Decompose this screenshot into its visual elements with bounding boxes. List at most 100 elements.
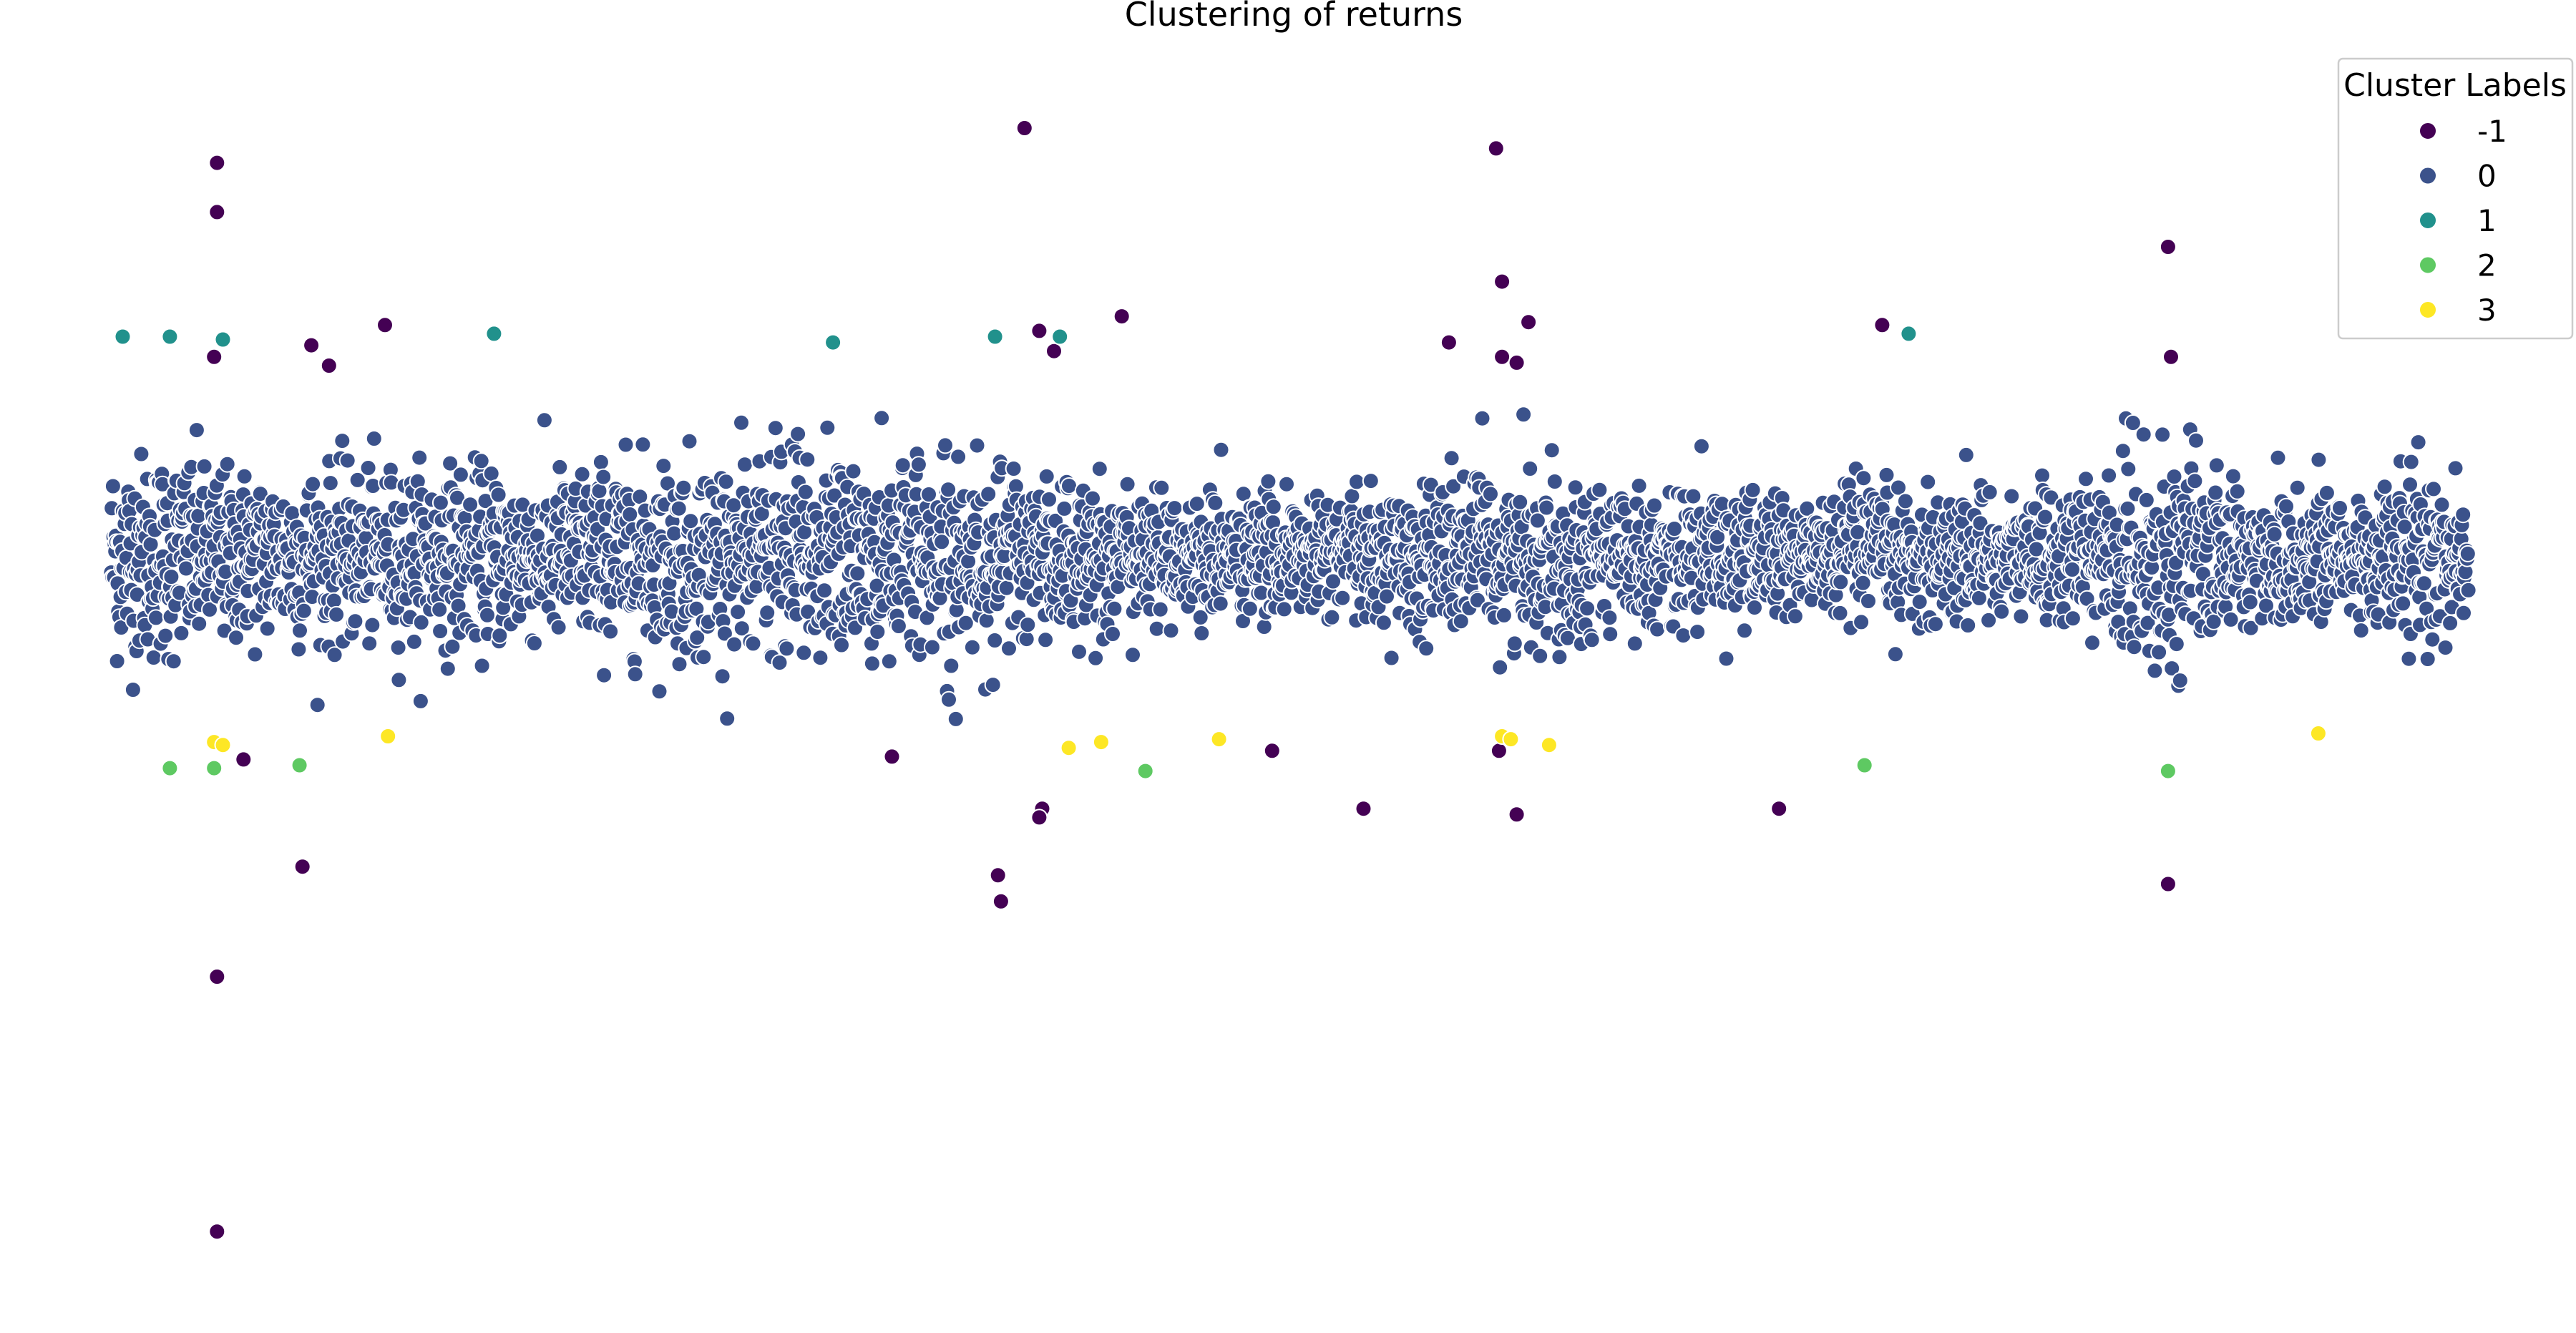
cluster-0-point: [2241, 593, 2259, 611]
cluster-1-point: [114, 328, 132, 346]
cluster-0-point: [1482, 485, 1499, 503]
cluster-0-point: [1919, 473, 1937, 491]
cluster-0-point: [799, 451, 816, 469]
cluster-0-point: [1506, 635, 1523, 653]
chart-title: Clustering of returns: [1125, 0, 1463, 34]
cluster-0-point: [479, 606, 496, 624]
cluster-0-point: [592, 453, 610, 471]
cluster-0-point: [1957, 446, 1975, 464]
cluster-0-point: [980, 485, 997, 503]
cluster-0-point: [595, 468, 613, 486]
cluster-0-point: [551, 458, 569, 476]
cluster-0-point: [950, 448, 967, 466]
legend-marker: [2419, 166, 2437, 185]
cluster-0-point: [1853, 613, 1870, 631]
cluster-neg1-point: [883, 748, 901, 766]
cluster-0-point: [1211, 595, 1229, 612]
legend-marker: [2419, 122, 2437, 140]
cluster-0-point: [1511, 493, 1529, 511]
cluster-0-point: [984, 676, 1002, 694]
cluster-0-point: [246, 645, 264, 663]
cluster-2-point: [1855, 756, 1873, 774]
cluster-neg1-point: [293, 858, 311, 876]
cluster-0-point: [1162, 622, 1180, 640]
cluster-0-point: [444, 638, 462, 655]
cluster-neg1-point: [1520, 313, 1538, 331]
cluster-0-point: [1382, 649, 1400, 667]
cluster-0-point: [1418, 640, 1435, 658]
cluster-1-point: [1900, 325, 1918, 343]
cluster-neg1-point: [1030, 809, 1048, 826]
cluster-neg1-point: [1113, 308, 1131, 326]
cluster-0-point: [472, 452, 490, 470]
cluster-0-point: [923, 638, 941, 656]
cluster-0-point: [1348, 473, 1365, 491]
cluster-neg1-point: [208, 203, 226, 221]
cluster-0-point: [1091, 460, 1108, 478]
cluster-0-point: [1591, 481, 1609, 499]
cluster-0-point: [1674, 627, 1692, 645]
cluster-0-point: [733, 414, 750, 431]
cluster-0-point: [688, 629, 706, 647]
cluster-0-point: [2446, 459, 2464, 477]
cluster-0-point: [1860, 592, 1877, 610]
cluster-0-point: [1241, 600, 1259, 617]
cluster-0-point: [960, 552, 977, 570]
cluster-neg1-point: [1030, 322, 1048, 340]
cluster-0-point: [1375, 614, 1392, 632]
cluster-0-point: [1543, 441, 1561, 459]
cluster-0-point: [986, 632, 1004, 649]
cluster-2-point: [2159, 762, 2177, 780]
cluster-0-point: [1926, 615, 1944, 633]
cluster-0-point: [947, 710, 965, 728]
cluster-0-point: [1831, 604, 1849, 622]
cluster-0-point: [2119, 460, 2137, 478]
cluster-0-point: [590, 482, 608, 500]
cluster-0-point: [346, 612, 364, 630]
cluster-0-point: [201, 600, 218, 618]
cluster-0-point: [2228, 482, 2246, 500]
cluster-0-point: [1334, 589, 1352, 607]
cluster-neg1-point: [2159, 875, 2177, 893]
cluster-0-point: [304, 475, 322, 493]
cluster-3-point: [379, 728, 397, 745]
cluster-0-point: [736, 456, 753, 474]
cluster-0-point: [1684, 487, 1702, 505]
legend-label: 1: [2477, 203, 2497, 238]
cluster-0-point: [1786, 607, 1804, 625]
legend-label: 0: [2477, 159, 2497, 194]
cluster-0-point: [2409, 434, 2427, 451]
cluster-0-point: [1717, 650, 1735, 668]
cluster-0-points: [102, 406, 2477, 728]
cluster-0-point: [2224, 467, 2242, 485]
cluster-0-point: [2376, 478, 2394, 496]
cluster-0-point: [819, 419, 836, 436]
cluster-0-point: [390, 671, 408, 689]
cluster-0-point: [1153, 479, 1171, 497]
cluster-0-point: [744, 635, 762, 653]
cluster-0-point: [909, 456, 927, 474]
cluster-0-point: [1886, 645, 1904, 663]
cluster-0-point: [431, 600, 449, 618]
legend: Cluster Labels -1 0 1 2 3: [2337, 57, 2574, 340]
cluster-0-point: [869, 623, 887, 640]
cluster-0-point: [452, 466, 469, 484]
cluster-0-point: [251, 485, 269, 503]
cluster-0-point: [1692, 437, 1710, 455]
cluster-0-point: [2288, 479, 2306, 497]
cluster-0-point: [439, 660, 457, 678]
cluster-0-point: [1896, 492, 1914, 510]
cluster-0-point: [187, 421, 205, 439]
cluster-0-point: [726, 635, 743, 653]
cluster-neg1-point: [1508, 806, 1526, 824]
cluster-0-point: [1538, 499, 1556, 517]
cluster-0-point: [132, 445, 150, 463]
cluster-0-point: [326, 646, 343, 664]
cluster-0-point: [665, 524, 683, 542]
cluster-0-point: [2352, 622, 2370, 640]
cluster-0-point: [1993, 602, 2011, 620]
cluster-0-point: [1188, 495, 1206, 513]
cluster-0-point: [2459, 581, 2477, 599]
legend-marker: [2419, 301, 2437, 319]
cluster-3-point: [1060, 739, 1078, 757]
